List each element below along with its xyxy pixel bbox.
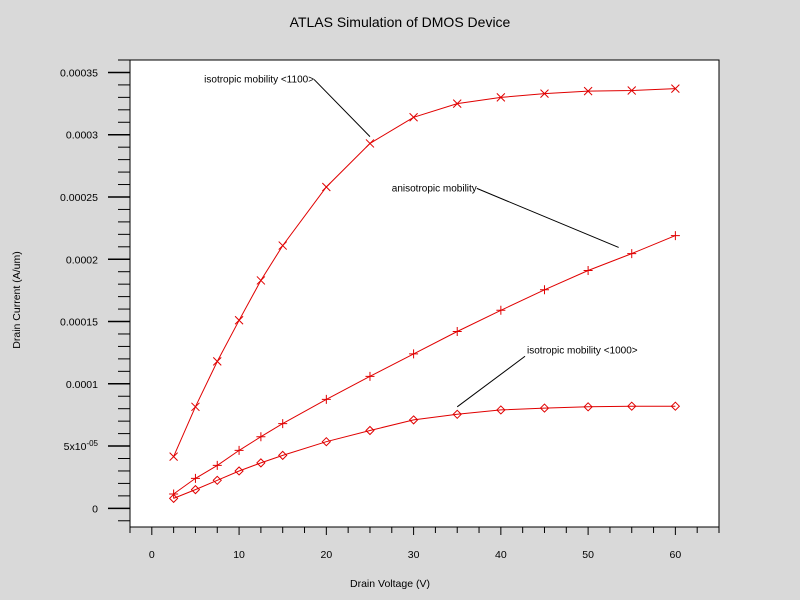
- data-point: [168, 493, 179, 504]
- data-point: [190, 484, 201, 495]
- annotation-label: isotropic mobility <1100>: [204, 74, 314, 85]
- x-tick-label: 30: [408, 549, 420, 561]
- data-point: [365, 371, 375, 381]
- data-point: [365, 425, 375, 436]
- y-tick-label: 0.00025: [60, 192, 98, 204]
- data-point: [452, 99, 462, 108]
- data-point: [627, 401, 637, 411]
- y-tick-label: 0.00035: [60, 67, 98, 79]
- y-tick-label: 0.00015: [60, 317, 98, 329]
- data-point: [212, 475, 222, 486]
- data-point: [583, 86, 593, 96]
- y-tick-label: 0.0001: [66, 379, 98, 391]
- data-point: [278, 241, 288, 250]
- y-axis-label: Drain Current (A/um): [11, 251, 23, 348]
- data-point: [191, 402, 200, 412]
- x-tick-label: 40: [495, 549, 507, 561]
- data-point: [539, 285, 549, 295]
- data-point: [496, 305, 506, 315]
- plot-area: [129, 59, 720, 528]
- y-tick-label: 0.0002: [66, 254, 98, 266]
- data-point: [409, 112, 418, 122]
- data-point: [496, 405, 506, 415]
- y-tick-label: 0.0003: [66, 130, 98, 142]
- y-tick-label: 5x10-05: [64, 439, 99, 453]
- data-point: [409, 349, 419, 359]
- data-point: [321, 436, 332, 447]
- chart-marks: [168, 84, 681, 504]
- series-line: [173, 405, 676, 499]
- data-point: [190, 473, 200, 483]
- annotations: isotropic mobility <1100> anisotropic mob…: [204, 74, 638, 408]
- data-point: [365, 139, 375, 148]
- series-1: [169, 84, 680, 461]
- chart-title: ATLAS Simulation of DMOS Device: [290, 14, 511, 30]
- annotation-label: isotropic mobility <1000>: [527, 345, 638, 356]
- data-point: [539, 403, 550, 413]
- data-point: [583, 402, 593, 412]
- data-point: [452, 409, 462, 420]
- data-point: [670, 401, 681, 411]
- x-tick-label: 20: [320, 549, 332, 561]
- x-tick-label: 10: [233, 549, 245, 561]
- x-axis-label: Drain Voltage (V): [350, 578, 430, 590]
- x-tick-label: 60: [670, 549, 682, 561]
- data-point: [234, 445, 244, 455]
- data-point: [256, 432, 266, 442]
- data-point: [496, 93, 506, 102]
- series-3: [168, 401, 681, 504]
- data-point: [234, 466, 244, 476]
- data-point: [627, 249, 637, 259]
- data-point: [278, 419, 288, 429]
- data-point: [321, 394, 331, 404]
- data-point: [670, 231, 680, 241]
- y-tick-label: 0: [92, 503, 98, 515]
- data-point: [321, 182, 331, 192]
- series-2: [169, 231, 680, 499]
- data-point: [408, 415, 419, 425]
- annotation-label: anisotropic mobility: [392, 183, 477, 194]
- annotation-leader-line: [476, 187, 619, 248]
- data-point: [277, 450, 288, 461]
- data-point: [452, 326, 462, 336]
- annotation-leader-line: [313, 79, 371, 137]
- data-point: [212, 357, 222, 366]
- data-point: [212, 460, 222, 470]
- data-point: [671, 84, 680, 93]
- data-point: [627, 86, 637, 95]
- x-tick-label: 50: [582, 549, 594, 561]
- annotation-leader-line: [456, 355, 526, 408]
- data-point: [234, 315, 244, 325]
- x-tick-label: 0: [149, 549, 155, 561]
- data-point: [256, 276, 266, 285]
- data-point: [256, 458, 266, 468]
- axes: 0 10 20 30 40 50 60 0 5x10-05 0.0001 0.00015 0.0002…: [60, 59, 720, 561]
- data-point: [540, 89, 549, 98]
- data-point: [169, 452, 178, 461]
- data-point: [583, 265, 593, 275]
